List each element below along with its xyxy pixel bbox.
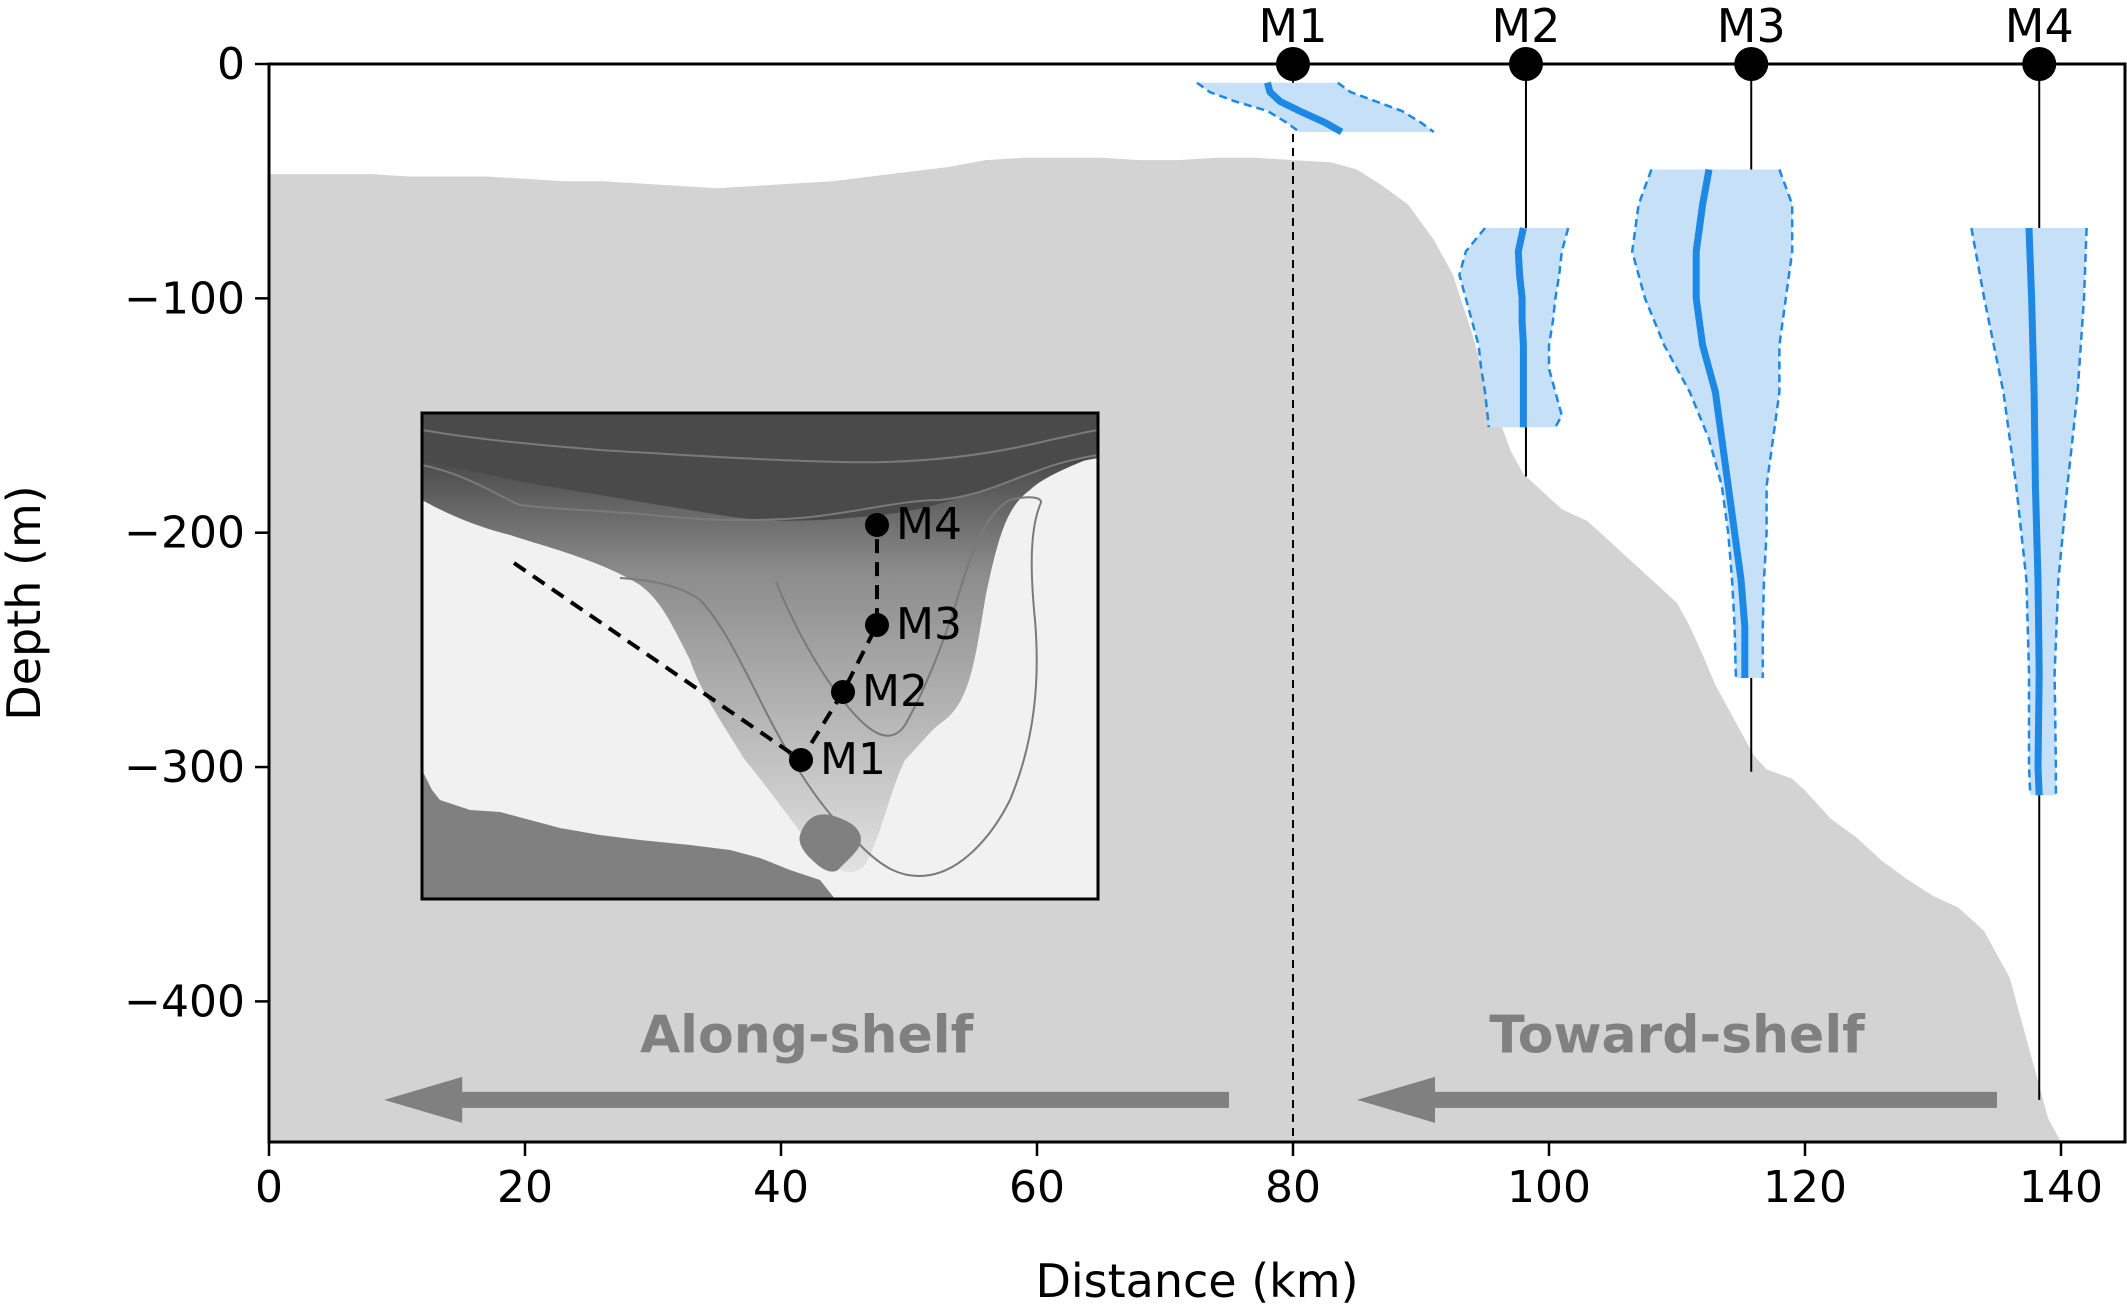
mooring-label-m4: M4 bbox=[2005, 0, 2074, 53]
inset-label-m2: M2 bbox=[862, 666, 928, 717]
inset-shelf bbox=[422, 413, 1098, 521]
x-axis-ticks: 0 20 40 60 80 100 120 140 bbox=[255, 1142, 2103, 1213]
inset-frame bbox=[420, 411, 1100, 901]
mean-profile-m2 bbox=[1514, 227, 1527, 428]
inset-contour bbox=[422, 429, 1098, 464]
lower-bound-m1 bbox=[1196, 81, 1301, 134]
y-tick-label: −300 bbox=[124, 742, 245, 793]
inset-deep-basin bbox=[422, 413, 1098, 873]
lower-bound-m3 bbox=[1630, 169, 1738, 679]
annotation-along: Along-shelf bbox=[640, 1006, 975, 1066]
envelope-m1 bbox=[1197, 82, 1434, 132]
x-tick-label: 80 bbox=[1265, 1162, 1321, 1213]
mooring-marker-m1 bbox=[1276, 47, 1310, 81]
mooring-markers: M1 M2 M3 M4 bbox=[1259, 0, 2074, 81]
arrow-head-along bbox=[384, 1076, 463, 1123]
mean-profile-m3 bbox=[1692, 168, 1749, 678]
mean-profile-m1 bbox=[1264, 81, 1344, 136]
x-tick-label: 40 bbox=[753, 1162, 809, 1213]
mean-profile-m4 bbox=[2025, 227, 2043, 796]
upper-bound-m2 bbox=[1547, 227, 1570, 428]
y-axis-ticks: 0 −100 −200 −300 −400 bbox=[124, 39, 269, 1027]
x-tick-label: 100 bbox=[1507, 1162, 1591, 1213]
upper-bound-m3 bbox=[1761, 169, 1794, 678]
mooring-marker-m3 bbox=[1734, 47, 1769, 81]
annotation-toward: Toward-shelf bbox=[1489, 1006, 1866, 1066]
inset-contour bbox=[619, 496, 1042, 877]
inset-marker-m1 bbox=[789, 748, 813, 772]
mooring-marker-m2 bbox=[1508, 47, 1543, 81]
inset-marker-m4 bbox=[865, 513, 889, 537]
inset-label-m4: M4 bbox=[896, 499, 962, 550]
inset-label-m1: M1 bbox=[820, 734, 886, 785]
y-tick-label: 0 bbox=[217, 39, 245, 90]
mooring-marker-m4 bbox=[2022, 47, 2057, 81]
x-tick-label: 20 bbox=[497, 1162, 553, 1213]
inset-map: M1 M2 M3 M4 bbox=[420, 411, 1100, 901]
inset-marker-m3 bbox=[865, 613, 889, 637]
x-tick-label: 120 bbox=[1763, 1162, 1847, 1213]
velocity-profiles bbox=[1196, 81, 2088, 796]
envelope-m3 bbox=[1632, 169, 1793, 678]
x-tick-label: 140 bbox=[2019, 1162, 2103, 1213]
lower-bound-m4 bbox=[1970, 227, 2032, 796]
y-tick-label: −400 bbox=[124, 976, 245, 1027]
y-axis-label: Depth (m) bbox=[0, 485, 51, 720]
inset-label-m3: M3 bbox=[896, 599, 962, 650]
mooring-label-m1: M1 bbox=[1259, 0, 1328, 53]
direction-annotations: Along-shelf Toward-shelf bbox=[384, 1006, 1997, 1123]
inset-transect-line bbox=[512, 525, 879, 763]
upper-bound-m4 bbox=[2053, 227, 2088, 796]
x-tick-label: 60 bbox=[1009, 1162, 1065, 1213]
lower-bound-m2 bbox=[1458, 227, 1491, 428]
plot-frame bbox=[267, 62, 2127, 1144]
x-axis-label: Distance (km) bbox=[1035, 1254, 1358, 1308]
envelope-m4 bbox=[1971, 228, 2087, 796]
arrow-head-toward bbox=[1357, 1076, 1435, 1123]
upper-bound-m1 bbox=[1337, 81, 1435, 134]
y-tick-label: −200 bbox=[124, 508, 245, 559]
inset-coast bbox=[422, 770, 835, 899]
mooring-label-m3: M3 bbox=[1717, 0, 1786, 53]
envelope-m2 bbox=[1459, 228, 1569, 428]
inset-coast bbox=[799, 814, 861, 872]
inset-contour bbox=[422, 454, 1098, 522]
y-tick-label: −100 bbox=[124, 273, 245, 324]
inset-marker-m2 bbox=[831, 680, 855, 704]
x-tick-label: 0 bbox=[255, 1162, 283, 1213]
mooring-label-m2: M2 bbox=[1491, 0, 1560, 53]
